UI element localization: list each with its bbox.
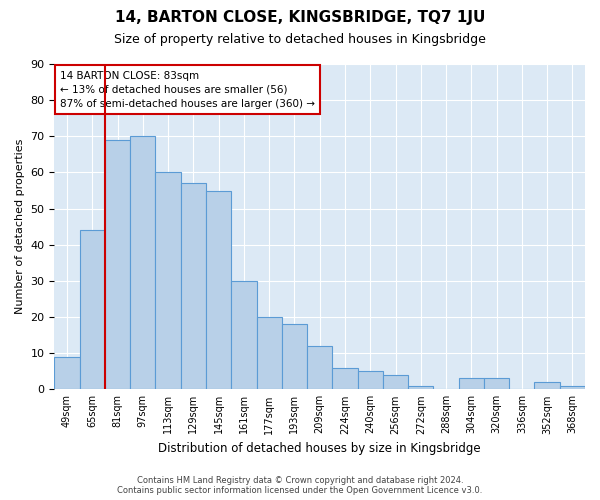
Bar xyxy=(535,382,560,390)
Bar xyxy=(458,378,484,390)
Bar xyxy=(231,281,257,390)
Bar xyxy=(484,378,509,390)
Text: 14, BARTON CLOSE, KINGSBRIDGE, TQ7 1JU: 14, BARTON CLOSE, KINGSBRIDGE, TQ7 1JU xyxy=(115,10,485,25)
Bar xyxy=(257,317,282,390)
Bar xyxy=(332,368,358,390)
Text: Size of property relative to detached houses in Kingsbridge: Size of property relative to detached ho… xyxy=(114,32,486,46)
Text: 14 BARTON CLOSE: 83sqm
← 13% of detached houses are smaller (56)
87% of semi-det: 14 BARTON CLOSE: 83sqm ← 13% of detached… xyxy=(60,70,315,108)
Bar xyxy=(181,184,206,390)
Y-axis label: Number of detached properties: Number of detached properties xyxy=(15,139,25,314)
Bar xyxy=(408,386,433,390)
Bar xyxy=(55,357,80,390)
Bar xyxy=(383,375,408,390)
Bar xyxy=(560,386,585,390)
Bar xyxy=(105,140,130,390)
Bar xyxy=(206,190,231,390)
Bar xyxy=(155,172,181,390)
Bar xyxy=(358,371,383,390)
Text: Contains HM Land Registry data © Crown copyright and database right 2024.
Contai: Contains HM Land Registry data © Crown c… xyxy=(118,476,482,495)
Bar xyxy=(307,346,332,390)
Bar xyxy=(282,324,307,390)
Bar xyxy=(130,136,155,390)
Bar xyxy=(80,230,105,390)
X-axis label: Distribution of detached houses by size in Kingsbridge: Distribution of detached houses by size … xyxy=(158,442,481,455)
